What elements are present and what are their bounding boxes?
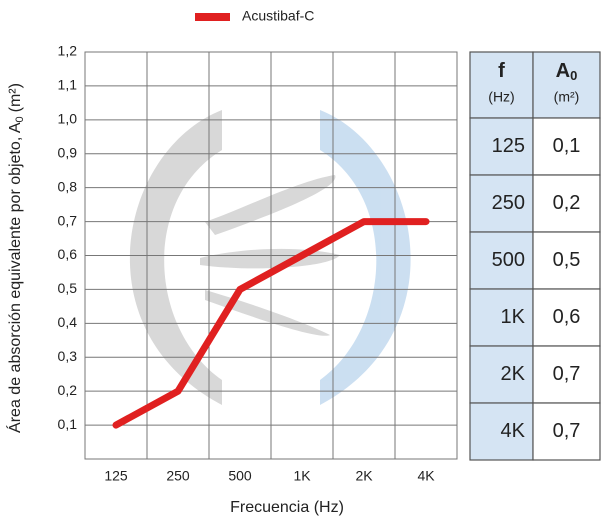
table-header-unit: (Hz) (488, 89, 514, 105)
table: f (Hz) A0 (m²) 125 0,1 250 0,2 500 0,5 1K 0,6 2K 0,7 4… (470, 52, 600, 460)
table-header-symbol: f (498, 60, 505, 82)
table-cell-text: 125 (492, 135, 525, 157)
x-tick-label: 125 (104, 468, 128, 484)
x-axis-title: Frecuencia (Hz) (230, 499, 344, 516)
table-cell-text: 500 (492, 249, 525, 271)
y-axis-title-sub: 0 (14, 116, 26, 122)
y-tick-label: 1,1 (58, 77, 78, 93)
table-cell-text: 4K (501, 420, 526, 442)
table-cell-text: 2K (501, 363, 526, 385)
x-tick-label: 2K (355, 468, 373, 484)
y-tick-label: 0,8 (58, 178, 78, 194)
y-axis-title-unit: (m²) (7, 83, 24, 112)
y-tick-label: 1,2 (58, 43, 78, 59)
table-cell-text: 0,7 (553, 363, 581, 385)
table-cell-text: 0,6 (553, 306, 581, 328)
chart: Frecuencia (Hz) Área de absorción equiva… (0, 0, 605, 522)
y-tick-label: 0,4 (58, 314, 78, 330)
y-tick-label: 0,2 (58, 382, 78, 398)
y-tick-label: 0,5 (58, 280, 78, 296)
header-symbol: f (498, 60, 505, 82)
grid (85, 52, 457, 459)
table-cell-text: 250 (492, 192, 525, 214)
table-cell-text: 0,7 (553, 420, 581, 442)
x-tick-label: 500 (228, 468, 252, 484)
header-subscript: 0 (570, 68, 577, 83)
header-symbol: A (556, 60, 570, 82)
y-tick-label: 0,3 (58, 348, 78, 364)
table-cell-text: 0,5 (553, 249, 581, 271)
table-cell-text: 0,2 (553, 192, 581, 214)
x-tick-label: 250 (166, 468, 190, 484)
x-tick-label: 1K (293, 468, 311, 484)
y-tick-label: 0,1 (58, 416, 78, 432)
table-cell-text: 1K (501, 306, 526, 328)
y-tick-label: 1,0 (58, 111, 78, 127)
y-axis-title-main: Área de absorción equivalente por objeto… (5, 122, 24, 433)
y-tick-label: 0,9 (58, 144, 78, 160)
x-tick-label: 4K (417, 468, 435, 484)
y-tick-label: 0,6 (58, 246, 78, 262)
y-tick-label: 0,7 (58, 212, 78, 228)
legend-label: Acustibaf-C (242, 8, 314, 24)
table-header-unit: (m²) (554, 89, 580, 105)
y-axis-title: Área de absorción equivalente por objeto… (5, 83, 26, 433)
table-cell-text: 0,1 (553, 135, 581, 157)
